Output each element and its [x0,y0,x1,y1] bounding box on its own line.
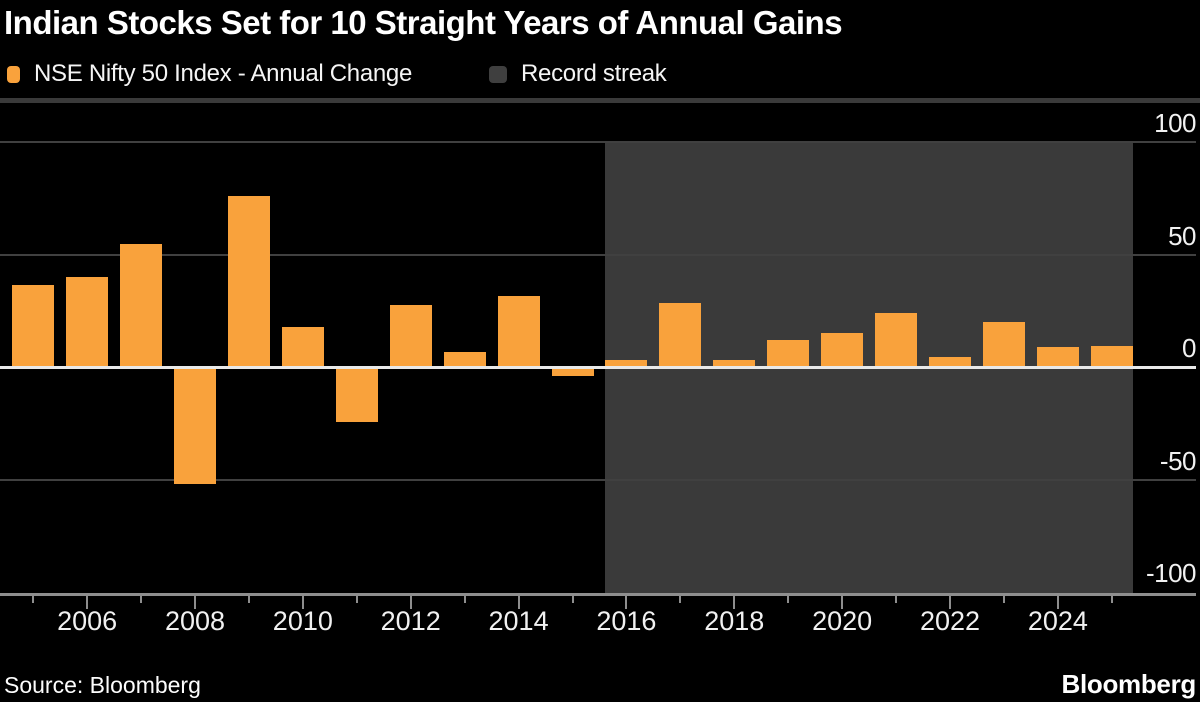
x-tick-label-2014: 2014 [488,606,549,636]
bar-2024 [1036,347,1079,367]
y-tick-label--100: -100 [1145,558,1197,588]
legend-label-nifty: NSE Nifty 50 Index - Annual Change [34,60,413,87]
x-axis-line [0,593,1196,596]
bloomberg-logo: Bloomberg [1061,669,1196,699]
zero-line [0,365,1196,369]
x-tick-label-2006: 2006 [57,606,118,636]
bar-2015 [551,367,594,377]
x-tick-minor-2019 [787,596,790,603]
x-tick-minor-2015 [571,596,574,603]
x-tick-major-2018 [733,596,736,609]
x-tick-minor-2009 [247,596,250,603]
y-tick-label-0: 0 [1182,333,1196,363]
bar-2025 [1090,346,1133,367]
bar-2007 [120,243,163,367]
y-tick-label-50: 50 [1168,220,1196,251]
bar-2018 [713,359,756,367]
x-tick-label-2022: 2022 [919,606,981,636]
x-tick-minor-2013 [463,596,466,603]
legend-item-nifty: NSE Nifty 50 Index - Annual Change [7,58,412,90]
x-tick-major-2022 [949,596,951,609]
bar-2022 [929,357,971,367]
bar-2005 [12,285,55,367]
bar-2016 [605,360,648,367]
bar-2021 [875,312,918,367]
page-title: Indian Stocks Set for 10 Straight Years … [4,4,843,41]
legend-label-record-streak: Record streak [521,60,667,87]
x-tick-major-2008 [193,596,196,609]
chart-legend: NSE Nifty 50 Index - Annual Change Recor… [0,58,1200,90]
x-tick-minor-2017 [679,596,682,603]
x-tick-minor-2021 [895,596,898,603]
x-tick-major-2012 [409,596,412,609]
gridline-100 [0,141,1196,143]
x-tick-major-2024 [1056,596,1059,609]
bar-2010 [281,326,324,367]
x-tick-label-2024: 2024 [1027,606,1088,636]
bar-2020 [821,333,864,367]
bar-2008 [173,367,216,484]
x-tick-major-2006 [86,596,89,609]
source-label: Source: Bloomberg [4,672,201,698]
bar-2019 [767,340,810,367]
gridline-50 [0,253,1196,256]
bar-2009 [227,196,270,367]
x-tick-minor-2025 [1110,596,1113,603]
nifty-legend-swatch-icon [7,65,20,83]
bar-2017 [659,302,702,367]
bar-2012 [389,304,432,367]
legend-item-record-streak: Record streak [489,58,667,90]
x-tick-label-2012: 2012 [380,606,441,636]
x-tick-label-2008: 2008 [164,606,226,636]
x-tick-major-2020 [841,596,844,609]
y-tick-label--50: -50 [1159,445,1197,476]
x-tick-minor-2023 [1002,596,1005,603]
y-tick-label-100: 100 [1154,108,1196,138]
bar-2014 [497,296,540,367]
x-tick-major-2010 [301,596,304,609]
x-tick-minor-2005 [32,596,35,603]
x-tick-label-2018: 2018 [704,606,765,636]
bar-2023 [982,322,1025,367]
x-tick-label-2020: 2020 [812,606,873,636]
x-tick-major-2016 [625,596,628,609]
plot-top-border [0,98,1200,103]
x-tick-major-2014 [517,596,520,609]
x-tick-minor-2007 [140,596,143,603]
bar-2006 [66,277,109,367]
record-streak-legend-swatch-icon [489,65,507,83]
bar-2011 [335,367,378,423]
x-tick-minor-2011 [355,596,358,603]
gridline--50 [0,478,1196,481]
x-tick-label-2016: 2016 [596,606,657,636]
bar-2013 [443,351,486,367]
x-tick-label-2010: 2010 [272,606,333,636]
